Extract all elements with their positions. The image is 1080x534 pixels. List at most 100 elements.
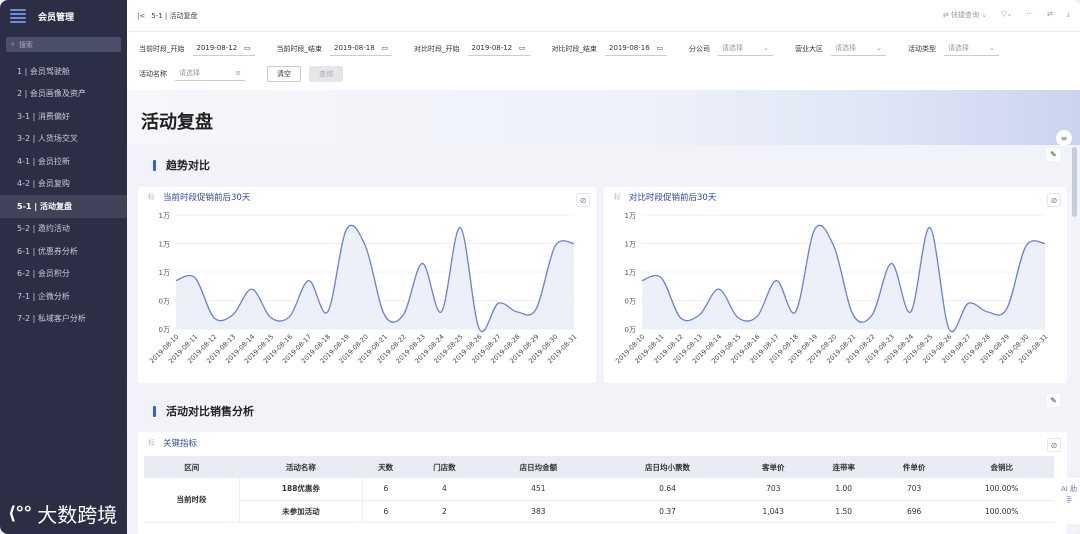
query-button[interactable]: 查询 bbox=[309, 65, 343, 82]
kpi-table: 区间 活动名称 天数 门店数 店日均金额 店日均小票数 客单价 连带率 件单价 会销比 当前时段 1… bbox=[144, 456, 1054, 523]
sidebar-item[interactable]: 2 | 会员画像及资产 bbox=[17, 89, 86, 99]
sidebar-item[interactable]: 5-2 | 邀约活动 bbox=[17, 224, 70, 234]
select-placeholder: 请选择 bbox=[179, 69, 200, 77]
filter-type: 活动类型 请选择 ⌄ bbox=[908, 41, 999, 56]
refresh-icon[interactable]: ⇄ bbox=[1047, 10, 1053, 18]
branch-select[interactable]: 请选择 ⌄ bbox=[718, 41, 773, 56]
y-tick-label: 0万 bbox=[159, 298, 170, 306]
chart-card-compare: 标对比时段促销前后30天 ⊘ 1万 1万 1万 0万 0万 2019-08-10 2019-… bbox=[604, 187, 1067, 383]
date-value: 2019-08-18 bbox=[334, 44, 375, 52]
sidebar-title: 会员管理 bbox=[38, 12, 75, 23]
y-tick-label: 1万 bbox=[625, 241, 636, 249]
table-cell: 未参加活动 bbox=[239, 500, 363, 523]
search-icon: ⌕ bbox=[11, 40, 15, 48]
chart-title-wrap: 标对比时段促销前后30天 bbox=[614, 191, 716, 203]
calendar-icon: ▭ bbox=[518, 44, 526, 52]
table-cell: 696 bbox=[878, 500, 950, 523]
filter-label: 当前时段_开始 bbox=[139, 44, 185, 53]
sidebar: 会员管理 ⌕ 搜索 1 | 会员驾驶舱 2 | 会员画像及资产 3-1 | 消费偏好… bbox=[0, 0, 127, 534]
name-select[interactable]: 请选择 ≡ bbox=[175, 66, 245, 81]
sidebar-item[interactable]: 7-1 | 企微分析 bbox=[17, 291, 70, 301]
series-area bbox=[176, 225, 574, 332]
scrollbar[interactable] bbox=[1072, 147, 1077, 217]
group-cell: 当前时段 bbox=[144, 478, 241, 523]
y-tick-label: 1万 bbox=[625, 269, 636, 277]
date-input[interactable]: 2019-08-12 ▭ bbox=[467, 41, 530, 56]
pin-icon[interactable]: ✎ bbox=[1047, 148, 1060, 161]
column-header: 门店数 bbox=[409, 456, 480, 478]
y-tick-label: 0万 bbox=[159, 326, 170, 334]
sidebar-item[interactable]: 3-2 | 人货场交叉 bbox=[17, 134, 78, 144]
pin-icon[interactable]: ✎ bbox=[1047, 394, 1060, 407]
download-icon[interactable]: ⤓ bbox=[1066, 10, 1070, 18]
table-header-row: 区间 活动名称 天数 门店数 店日均金额 店日均小票数 客单价 连带率 件单价 会销比 bbox=[144, 456, 1054, 478]
sidebar-item[interactable]: 6-1 | 优惠券分析 bbox=[17, 246, 78, 256]
series-line bbox=[175, 224, 575, 333]
sidebar-item[interactable]: 1 | 会员驾驶舱 bbox=[17, 66, 70, 76]
y-tick-label: 1万 bbox=[159, 269, 170, 277]
chart-title-wrap: 标当前时段促销前后30天 bbox=[148, 191, 250, 203]
clear-button[interactable]: 清空 bbox=[267, 65, 301, 82]
filter-current-start: 当前时段_开始 2019-08-12 ▭ bbox=[139, 41, 255, 56]
filter-label: 营业大区 bbox=[795, 44, 823, 53]
column-header: 店日均小票数 bbox=[597, 456, 738, 478]
calendar-icon: ▭ bbox=[381, 44, 388, 52]
collapse-icon[interactable]: |< bbox=[137, 11, 146, 20]
series-line bbox=[641, 224, 1046, 333]
search-input[interactable]: ⌕ 搜索 bbox=[6, 37, 121, 52]
column-header: 活动名称 bbox=[239, 456, 363, 478]
type-select[interactable]: 请选择 ⌄ bbox=[944, 41, 999, 56]
link-icon[interactable]: ⊘ bbox=[1047, 193, 1061, 207]
calendar-icon: ▭ bbox=[656, 44, 663, 52]
tag-icon: 标 bbox=[614, 193, 621, 201]
table-cell: 1.00 bbox=[808, 478, 879, 501]
region-select[interactable]: 请选择 ⌄ bbox=[831, 41, 886, 56]
outline-icon[interactable]: ≡ bbox=[1056, 130, 1072, 146]
more-icon[interactable]: ··· bbox=[1026, 10, 1034, 18]
list-icon: ≡ bbox=[235, 69, 241, 77]
date-value: 2019-08-12 bbox=[196, 44, 238, 52]
table-row: 当前时段 188优惠券 6 4 451 0.64 703 1.00 703 100.00% bbox=[144, 478, 1054, 523]
kpi-title-wrap: 标关键指标 bbox=[148, 437, 197, 449]
y-tick-label: 0万 bbox=[625, 298, 636, 306]
quick-query-button[interactable]: ⇄ 快捷查询 ⌄ bbox=[943, 10, 987, 20]
sidebar-item[interactable]: 4-1 | 会员拉新 bbox=[17, 156, 70, 166]
sidebar-item[interactable]: 4-2 | 会员复购 bbox=[17, 179, 70, 189]
link-icon[interactable]: ⊘ bbox=[576, 193, 590, 207]
table-row: 未参加活动 6 2 383 0.37 1,043 1.50 696 100.00% bbox=[144, 500, 1054, 523]
filter-panel: 当前时段_开始 2019-08-12 ▭ 当前时段_结束 2019-08-18 ▭ 对比… bbox=[127, 32, 1080, 90]
chart-title: 对比时段促销前后30天 bbox=[629, 193, 717, 203]
filter-current-end: 当前时段_结束 2019-08-18 ▭ bbox=[277, 41, 392, 56]
filter-label: 活动名称 bbox=[139, 69, 167, 78]
date-input[interactable]: 2019-08-12 ▭ bbox=[192, 41, 255, 56]
chevron-down-icon: ⌄ bbox=[876, 44, 882, 52]
column-header: 会销比 bbox=[949, 456, 1054, 478]
filter-name: 活动名称 请选择 ≡ bbox=[139, 66, 245, 81]
quick-query-label: 快捷查询 ⌄ bbox=[950, 11, 988, 19]
table-cell: 383 bbox=[479, 500, 598, 523]
filter-icon[interactable]: ▽⌄ bbox=[1001, 10, 1013, 18]
kpi-title: 关键指标 bbox=[163, 439, 198, 449]
sidebar-item[interactable]: 3-1 | 消费偏好 bbox=[17, 111, 70, 121]
link-icon[interactable]: ⊘ bbox=[1047, 438, 1061, 452]
date-input[interactable]: 2019-08-16 ▭ bbox=[605, 41, 667, 56]
sidebar-item[interactable]: 6-2 | 会员积分 bbox=[17, 269, 70, 279]
select-placeholder: 请选择 bbox=[722, 44, 743, 52]
chart-title: 当前时段促销前后30天 bbox=[163, 193, 251, 203]
y-tick-label: 1万 bbox=[159, 212, 170, 220]
sidebar-item[interactable]: 5-1 | 活动复盘 bbox=[0, 195, 127, 218]
filter-compare-start: 对比时段_开始 2019-08-12 ▭ bbox=[414, 41, 530, 56]
filter-label: 对比时段_结束 bbox=[551, 44, 598, 53]
ai-assistant-button[interactable]: AI 助手 bbox=[1058, 478, 1080, 524]
filter-label: 分公司 bbox=[689, 44, 710, 53]
chevron-down-icon: ⌄ bbox=[763, 44, 769, 52]
table-cell: 0.64 bbox=[597, 478, 738, 501]
menu-icon[interactable] bbox=[10, 9, 26, 23]
column-header: 天数 bbox=[362, 456, 410, 478]
date-input[interactable]: 2019-08-18 ▭ bbox=[330, 41, 392, 56]
breadcrumb: 5-1 | 活动复盘 bbox=[151, 11, 198, 20]
sidebar-item[interactable]: 7-2 | 私域客户分析 bbox=[17, 314, 86, 324]
search-placeholder: 搜索 bbox=[18, 40, 33, 49]
table-cell: 100.00% bbox=[949, 478, 1054, 501]
table-cell: 1.50 bbox=[808, 500, 879, 523]
